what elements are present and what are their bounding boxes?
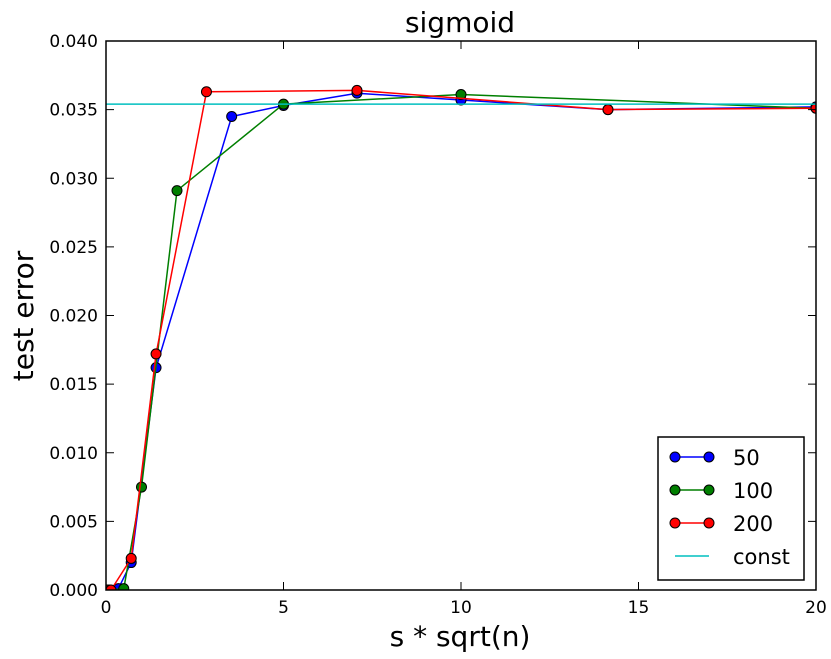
plot-frame <box>105 40 817 591</box>
ticks-layer: 0 5 10 15 20 0.000 0.005 0.010 0.015 0.020 0.025 0.… <box>49 32 826 618</box>
data-point <box>226 110 238 122</box>
legend-marker <box>669 517 681 529</box>
legend-label: 50 <box>733 446 760 470</box>
data-point <box>106 584 117 590</box>
y-axis-title: test error <box>7 250 40 381</box>
data-point <box>351 84 363 96</box>
legend-label: 200 <box>733 512 773 536</box>
y-tick-label: 0.000 <box>49 581 98 601</box>
legend-item-const: const <box>675 545 790 569</box>
data-point <box>136 481 147 493</box>
x-tick-label: 20 <box>805 598 827 618</box>
x-axis-title: s * sqrt(n) <box>390 620 531 653</box>
legend-item-100: 100 <box>669 479 773 503</box>
x-tick-label: 0 <box>101 598 112 618</box>
data-point <box>200 86 212 98</box>
legend-marker <box>703 484 715 496</box>
legend-label: const <box>733 545 790 569</box>
x-tick-label: 10 <box>450 598 472 618</box>
series-line <box>106 89 816 590</box>
legend-item-200: 200 <box>669 512 773 536</box>
x-tick-label: 15 <box>628 598 650 618</box>
series-200 <box>106 84 816 590</box>
y-tick-label: 0.030 <box>49 169 98 189</box>
data-point <box>455 89 467 101</box>
legend-marker <box>669 451 681 463</box>
legend-marker <box>703 517 715 529</box>
y-tick-label: 0.035 <box>49 101 98 121</box>
legend-marker <box>669 484 681 496</box>
data-point <box>150 348 162 360</box>
data-point <box>118 583 130 590</box>
data-point <box>602 104 614 116</box>
legend-item-50: 50 <box>669 446 760 470</box>
x-tick-label: 5 <box>278 598 289 618</box>
legend: 50 100 200 const <box>657 436 805 581</box>
data-point <box>125 552 137 564</box>
y-tick-label: 0.025 <box>49 238 98 258</box>
chart-title: sigmoid <box>405 6 515 39</box>
y-tick-label: 0.015 <box>49 375 98 395</box>
y-tick-label: 0.040 <box>49 32 98 52</box>
y-tick-label: 0.020 <box>49 307 98 327</box>
data-point <box>810 102 816 114</box>
legend-label: 100 <box>733 479 773 503</box>
y-tick-label: 0.005 <box>49 512 98 532</box>
legend-marker <box>703 451 715 463</box>
data-point <box>171 185 183 197</box>
y-tick-label: 0.010 <box>49 444 98 464</box>
